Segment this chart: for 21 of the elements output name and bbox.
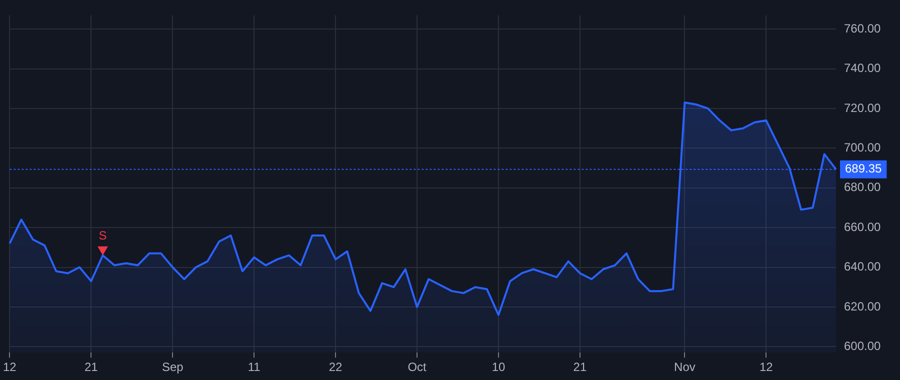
x-tick-label: 10 [492, 360, 506, 374]
x-tick-label: 21 [84, 360, 98, 374]
x-tick-label: Oct [408, 360, 428, 374]
y-tick-label: 700.00 [844, 140, 882, 154]
y-tick-label: 620.00 [844, 299, 882, 314]
x-tick-label: 11 [248, 360, 261, 374]
y-tick-label: 740.00 [844, 61, 882, 76]
y-tick-label: 720.00 [844, 100, 882, 115]
series-label: S [98, 228, 107, 243]
x-tick-label: 21 [573, 360, 587, 374]
x-tick-label: Nov [674, 360, 696, 374]
x-tick-label: 12 [2, 360, 17, 374]
y-tick-label: 600.00 [844, 338, 882, 353]
x-tick-label: 12 [759, 360, 774, 374]
y-tick-label: 760.00 [844, 21, 882, 36]
ref-line-label: 689.35 [845, 162, 882, 176]
x-tick-label: Sep [162, 360, 184, 374]
x-tick-label: 22 [328, 360, 343, 374]
y-tick-label: 640.00 [844, 260, 882, 274]
y-tick-label: 680.00 [844, 180, 882, 194]
y-tick-label: 660.00 [844, 220, 882, 234]
